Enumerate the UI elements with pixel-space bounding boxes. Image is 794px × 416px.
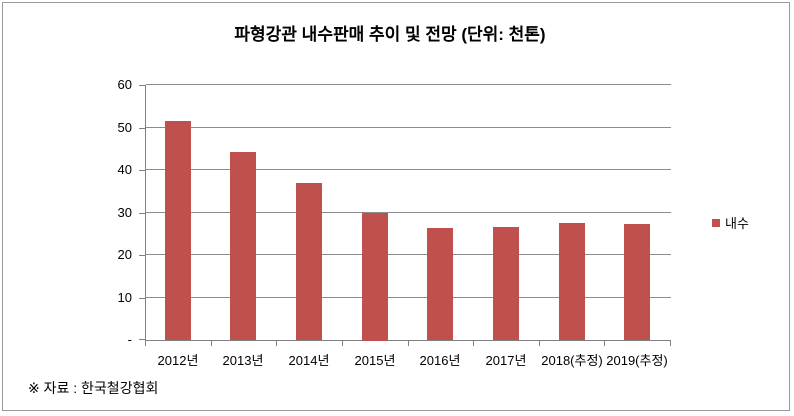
y-tick-label: 40 (117, 162, 132, 177)
y-tick-label: 20 (117, 247, 132, 262)
x-axis-tick (539, 341, 540, 346)
bar-2018(추정) (559, 223, 585, 340)
y-tick-label: 10 (117, 289, 132, 305)
y-axis-tick (139, 85, 145, 86)
bar-2019(추정) (624, 224, 650, 340)
x-category-label-2013년: 2013년 (222, 353, 264, 368)
source-note: ※ 자료 : 한국철강협회 (28, 380, 159, 396)
y-axis-tick (139, 339, 145, 340)
x-axis-tick (145, 341, 146, 346)
legend-series-label: 내수 (725, 216, 749, 231)
x-axis-tick (276, 341, 277, 346)
x-axis-tick (473, 341, 474, 346)
legend-swatch-icon (712, 218, 720, 227)
y-tick-label: 60 (117, 77, 132, 92)
x-axis-tick (211, 341, 212, 346)
x-axis-tick (604, 341, 605, 346)
bar-2014년 (296, 183, 322, 340)
y-axis-tick (139, 255, 145, 256)
plot-area (145, 84, 671, 341)
x-category-label-2012년: 2012년 (157, 353, 199, 368)
y-tick-label: 30 (117, 204, 132, 220)
y-tick-label: 50 (117, 119, 132, 135)
x-axis-tick (670, 341, 671, 346)
bar-2012년 (165, 121, 191, 340)
bar-2013년 (230, 152, 256, 340)
y-gridline-20 (146, 254, 671, 255)
y-gridline-50 (146, 126, 671, 128)
bar-2016년 (427, 228, 453, 340)
legend: 내수 (712, 213, 749, 232)
y-tick-label: - (127, 332, 132, 347)
y-axis-tick (139, 297, 145, 299)
x-category-label-2016년: 2016년 (419, 353, 461, 368)
y-axis-tick (139, 212, 145, 214)
x-category-label-2019(추정): 2019(추정) (606, 353, 668, 368)
bar-2015년 (362, 213, 388, 341)
x-category-label-2014년: 2014년 (288, 353, 330, 368)
y-gridline-10 (146, 296, 671, 298)
x-category-label-2017년: 2017년 (485, 353, 527, 368)
x-axis-tick (342, 341, 343, 346)
y-gridline-40 (146, 169, 671, 170)
y-axis-tick (139, 170, 145, 171)
x-category-label-2015년: 2015년 (354, 353, 396, 368)
y-axis-tick (139, 127, 145, 129)
x-axis-tick (408, 341, 409, 346)
y-gridline-60 (146, 84, 671, 85)
bar-2017년 (493, 227, 519, 340)
chart-title: 파형강관 내수판매 추이 및 전망 (단위: 천톤) (234, 25, 546, 44)
y-gridline-30 (146, 211, 671, 213)
x-category-label-2018(추정): 2018(추정) (541, 353, 603, 368)
